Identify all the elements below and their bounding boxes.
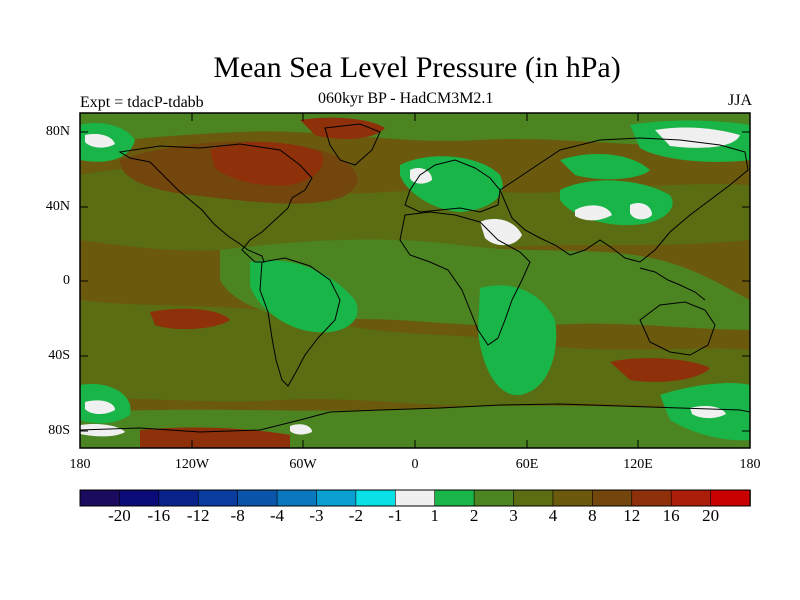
coast-europe	[404, 159, 501, 213]
red-brown-region	[300, 117, 385, 140]
season-label: JJA	[727, 92, 752, 109]
colorbar-swatch-5	[276, 489, 318, 507]
lat-label-80n: 80N	[45, 124, 70, 139]
axis-ticks	[80, 113, 750, 448]
colorbar-label: -16	[147, 506, 171, 525]
white-region	[480, 218, 522, 246]
colorbar-swatch-2	[158, 489, 200, 507]
colorbar-label: -1	[388, 506, 403, 525]
colorbar	[79, 489, 751, 507]
white-region	[80, 423, 125, 437]
mid-green-region	[80, 113, 750, 147]
light-green-region	[250, 260, 358, 333]
colorbar-label: -3	[309, 506, 324, 525]
colorbar-label: 4	[548, 506, 558, 525]
lat-label-0: 0	[63, 273, 70, 288]
coast-africa	[399, 211, 531, 346]
white-region	[575, 205, 612, 221]
colorbar-swatch-9	[434, 489, 475, 507]
coast-south-america	[259, 257, 341, 387]
map-title: Mean Sea Level Pressure (in hPa)	[213, 51, 621, 84]
light-green-region	[478, 285, 557, 396]
colorbar-label: -8	[230, 506, 245, 525]
red-brown-region	[140, 427, 290, 448]
coast-australia	[639, 301, 716, 356]
white-region	[290, 424, 312, 435]
lon-label-120e: 120E	[623, 457, 653, 472]
colorbar-swatch-16	[710, 489, 751, 507]
colorbar-label: -2	[348, 506, 363, 525]
colorbar-swatch-4	[237, 489, 278, 507]
lat-label-40s: 40S	[48, 348, 70, 363]
coast-antarctica	[80, 403, 750, 433]
lon-label-180-left: 180	[69, 457, 91, 472]
map-subtitle: 060kyr BP - HadCM3M2.1	[318, 90, 494, 107]
colorbar-swatch-0	[79, 489, 121, 507]
colorbar-swatch-13	[592, 489, 633, 507]
colorbar-swatch-14	[631, 489, 672, 507]
lat-label-40n: 40N	[45, 199, 70, 214]
white-region	[85, 134, 115, 148]
colorbar-swatch-15	[670, 489, 712, 507]
red-brown-region	[210, 141, 324, 186]
colorbar-label: 3	[509, 506, 518, 525]
colorbar-swatch-3	[197, 489, 239, 507]
white-region	[410, 168, 432, 184]
lon-label-180-right: 180	[739, 457, 761, 472]
colorbar-swatch-1	[119, 489, 160, 507]
white-region	[85, 400, 115, 415]
red-brown-region	[150, 308, 230, 330]
colorbar-label: -20	[108, 506, 131, 525]
white-region	[655, 127, 740, 148]
colorbar-label: 1	[430, 506, 439, 525]
coastlines	[80, 123, 750, 433]
coast-greenland	[324, 123, 381, 166]
colorbar-label: 20	[702, 506, 720, 525]
light-green-region	[560, 154, 650, 180]
lon-label-60e: 60E	[515, 457, 539, 472]
lat-label-80s: 80S	[48, 423, 70, 438]
lon-label-0: 0	[411, 457, 419, 472]
colorbar-swatch-7	[355, 489, 397, 507]
red-brown-region	[610, 358, 710, 382]
coast-maritime-asia	[639, 267, 706, 301]
experiment-label: Expt = tdacP-tdabb	[80, 94, 204, 111]
coast-asia	[499, 137, 749, 263]
colorbar-label: 2	[469, 506, 479, 525]
colorbar-label: -12	[186, 506, 210, 525]
coast-north-america	[118, 143, 313, 263]
lon-label-60w: 60W	[289, 457, 317, 472]
colorbar-frame	[79, 489, 751, 507]
colorbar-swatch-8	[394, 489, 436, 507]
colorbar-label: 8	[588, 506, 597, 525]
colorbar-label: 12	[623, 506, 641, 525]
lon-label-120w: 120W	[174, 457, 210, 472]
colorbar-label: -4	[269, 506, 285, 525]
colorbar-swatch-11	[513, 489, 554, 507]
colorbar-swatch-6	[316, 489, 357, 507]
white-region	[630, 203, 652, 220]
colorbar-label: 16	[662, 506, 680, 525]
olive-region	[80, 300, 750, 407]
pressure-field	[80, 113, 750, 448]
colorbar-swatch-10	[473, 489, 515, 507]
colorbar-swatch-12	[552, 489, 594, 507]
